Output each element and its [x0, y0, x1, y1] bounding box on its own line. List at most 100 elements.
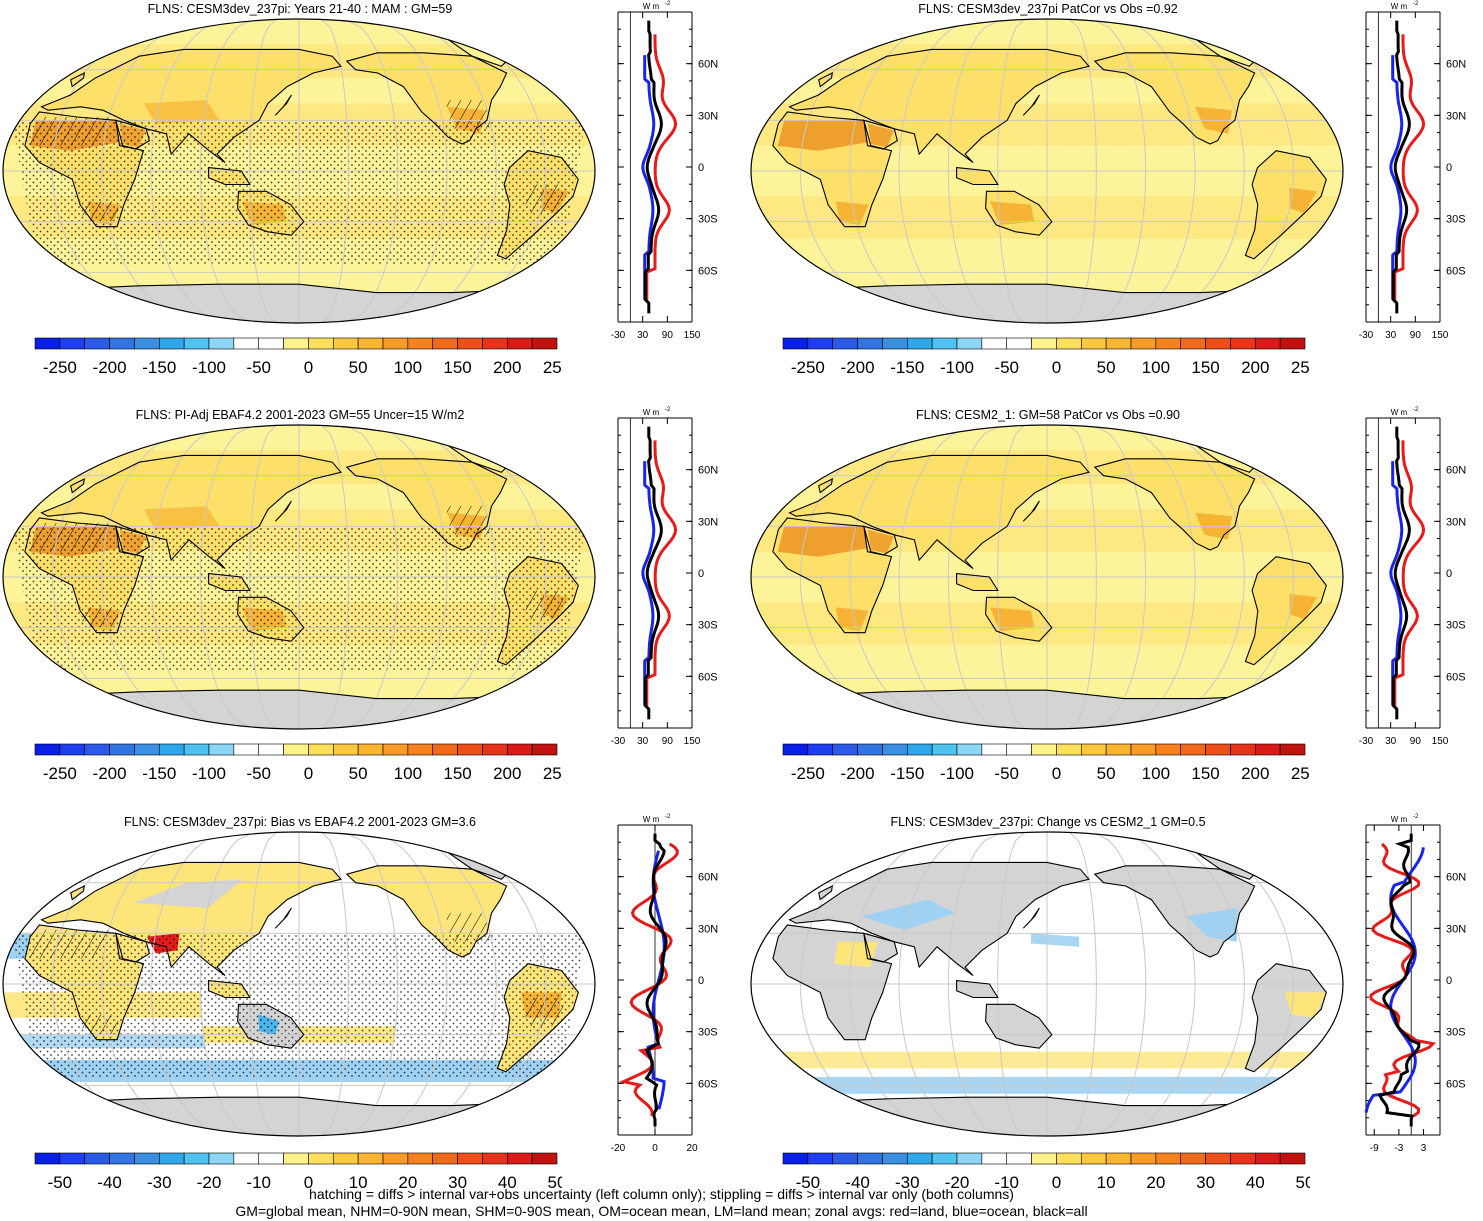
panel-observations: FLNS: PI-Adj EBAF4.2 2001-2023 GM=55 Unc… [0, 406, 740, 786]
svg-text:30N: 30N [1446, 923, 1466, 935]
svg-text:200: 200 [1241, 358, 1269, 377]
svg-text:-30: -30 [1359, 736, 1374, 747]
svg-text:30: 30 [448, 1173, 467, 1192]
svg-text:200: 200 [493, 764, 521, 783]
svg-text:30: 30 [637, 736, 649, 747]
svg-text:30N: 30N [698, 516, 718, 528]
svg-text:0: 0 [304, 764, 313, 783]
svg-text:20: 20 [686, 1143, 698, 1154]
svg-text:30N: 30N [1446, 516, 1466, 528]
world-map [750, 831, 1344, 1137]
svg-text:150: 150 [684, 330, 701, 341]
svg-text:-50: -50 [48, 1173, 73, 1192]
svg-text:-150: -150 [890, 358, 924, 377]
zonal-average-plot: W m -2 60N 30N 0 30S 60S -9 -3 3 [1364, 814, 1466, 1154]
colorbar: -250 -200 -150 -100 -50 0 50 100 150 200 250 [782, 337, 1310, 377]
panel-cesm2: FLNS: CESM2_1: GM=58 PatCor vs Obs =0.90… [748, 406, 1483, 786]
svg-text:-50: -50 [246, 764, 271, 783]
svg-text:W m: W m [643, 2, 660, 11]
svg-text:30S: 30S [1446, 1027, 1466, 1039]
world-map [750, 424, 1344, 730]
svg-text:-50: -50 [796, 1173, 821, 1192]
svg-text:50: 50 [1097, 764, 1116, 783]
svg-text:30N: 30N [698, 110, 718, 122]
svg-text:100: 100 [394, 764, 422, 783]
svg-text:30S: 30S [1446, 214, 1466, 226]
zonal-average-plot: W m -2 60N 30N 0 30S 60S -30 30 90 150 [1359, 1, 1466, 341]
svg-text:50: 50 [349, 358, 368, 377]
svg-text:250: 250 [1291, 358, 1310, 377]
svg-text:-20: -20 [197, 1173, 222, 1192]
svg-text:60S: 60S [1446, 1078, 1466, 1090]
svg-text:0: 0 [698, 162, 704, 174]
svg-text:30S: 30S [698, 214, 718, 226]
svg-text:-10: -10 [994, 1173, 1019, 1192]
svg-text:0: 0 [304, 1173, 313, 1192]
panel-title: FLNS: CESM3dev_237pi: Bias vs EBAF4.2 20… [124, 815, 476, 829]
svg-text:W m: W m [643, 408, 660, 417]
svg-text:-2: -2 [665, 407, 671, 413]
svg-text:-150: -150 [142, 358, 176, 377]
svg-text:-200: -200 [93, 764, 127, 783]
panel-change: FLNS: CESM3dev_237pi: Change vs CESM2_1 … [748, 813, 1483, 1193]
svg-text:0: 0 [1052, 358, 1061, 377]
svg-text:-30: -30 [1359, 330, 1374, 341]
svg-text:100: 100 [1142, 764, 1170, 783]
svg-text:-250: -250 [43, 764, 77, 783]
panel-title: FLNS: CESM3dev_237pi: Change vs CESM2_1 … [890, 815, 1206, 829]
svg-text:30S: 30S [1446, 620, 1466, 632]
svg-text:-200: -200 [841, 358, 875, 377]
svg-text:-200: -200 [93, 358, 127, 377]
svg-text:250: 250 [1291, 764, 1310, 783]
colorbar: -50 -40 -30 -20 -10 0 10 20 30 40 50 [34, 1152, 562, 1192]
svg-text:30S: 30S [698, 620, 718, 632]
svg-text:60N: 60N [1446, 872, 1466, 884]
panel-bias: FLNS: CESM3dev_237pi: Bias vs EBAF4.2 20… [0, 813, 740, 1193]
svg-text:0: 0 [1446, 568, 1452, 580]
svg-text:-50: -50 [246, 358, 271, 377]
svg-text:-50: -50 [994, 358, 1019, 377]
svg-text:150: 150 [1432, 736, 1449, 747]
svg-text:150: 150 [1191, 764, 1219, 783]
zonal-average-plot: W m -2 60N 30N 0 30S 60S -30 30 90 150 [611, 1, 718, 341]
svg-text:0: 0 [1052, 764, 1061, 783]
svg-text:-20: -20 [611, 1143, 626, 1154]
svg-text:60N: 60N [1446, 465, 1466, 477]
svg-text:-150: -150 [142, 764, 176, 783]
colorbar: -250 -200 -150 -100 -50 0 50 100 150 200 250 [782, 743, 1310, 783]
svg-text:3: 3 [1421, 1143, 1427, 1154]
footer-note-2: GM=global mean, NHM=0-90N mean, SHM=0-90… [235, 1203, 1088, 1219]
svg-text:60S: 60S [698, 1078, 718, 1090]
svg-text:40: 40 [498, 1173, 517, 1192]
svg-text:W m: W m [643, 815, 660, 824]
zonal-average-plot: W m -2 60N 30N 0 30S 60S -20 0 20 [611, 814, 718, 1154]
svg-text:-3: -3 [1394, 1143, 1403, 1154]
svg-text:150: 150 [443, 764, 471, 783]
svg-text:90: 90 [1410, 330, 1422, 341]
zonal-average-plot: W m -2 60N 30N 0 30S 60S -30 30 90 150 [611, 407, 718, 747]
panel-model-climatology: FLNS: CESM3dev_237pi: Years 21-40 : MAM … [0, 0, 740, 380]
svg-text:250: 250 [543, 764, 562, 783]
svg-text:30N: 30N [1446, 110, 1466, 122]
svg-text:60N: 60N [698, 59, 718, 71]
svg-text:20: 20 [1146, 1173, 1165, 1192]
svg-text:60S: 60S [1446, 671, 1466, 683]
svg-text:40: 40 [1246, 1173, 1265, 1192]
svg-text:-2: -2 [1413, 1, 1419, 7]
svg-text:60N: 60N [698, 872, 718, 884]
svg-text:-40: -40 [845, 1173, 870, 1192]
svg-text:90: 90 [662, 736, 674, 747]
svg-text:-250: -250 [43, 358, 77, 377]
world-map [750, 18, 1344, 324]
svg-text:-30: -30 [147, 1173, 172, 1192]
world-map [2, 18, 596, 324]
svg-text:-100: -100 [940, 764, 974, 783]
svg-text:150: 150 [443, 358, 471, 377]
panel-title: FLNS: CESM3dev_237pi: Years 21-40 : MAM … [147, 2, 453, 16]
svg-text:-150: -150 [890, 764, 924, 783]
svg-text:200: 200 [1241, 764, 1269, 783]
svg-text:W m: W m [1391, 408, 1408, 417]
svg-text:250: 250 [543, 358, 562, 377]
svg-text:-30: -30 [611, 330, 626, 341]
panel-title: FLNS: CESM3dev_237pi PatCor vs Obs =0.92 [918, 2, 1178, 16]
